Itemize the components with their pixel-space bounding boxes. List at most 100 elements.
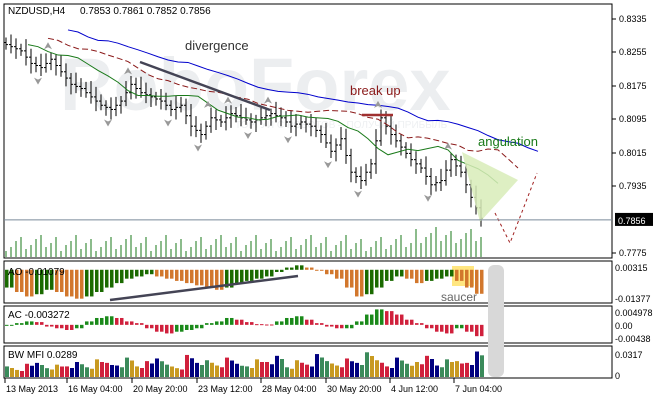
ao-bar: [250, 269, 254, 281]
ao-bar: [415, 269, 419, 284]
ao-bar: [450, 269, 454, 277]
ao-bar: [25, 269, 29, 297]
mfi-bar: [35, 362, 39, 377]
ao-bar: [315, 269, 319, 271]
mfi-bar: [425, 355, 429, 377]
ac-bar: [345, 324, 349, 329]
ao-bar: [30, 269, 34, 297]
ao-bar: [435, 269, 439, 279]
mfi-bar: [300, 362, 304, 377]
ac-bar: [95, 317, 99, 325]
date-tick-label: 30 May 20:00: [327, 384, 382, 394]
mfi-bar: [225, 357, 229, 377]
mfi-bar: [350, 361, 354, 377]
mfi-bar: [420, 364, 424, 377]
mfi-bar: [55, 364, 59, 377]
indicator-tick-label: 0.0317: [615, 350, 643, 360]
mfi-bar: [220, 367, 224, 377]
annotation-divergence: divergence: [185, 38, 249, 53]
ao-bar: [170, 269, 174, 279]
mfi-bar: [270, 364, 274, 377]
ao-bar: [215, 269, 219, 290]
mfi-bar: [305, 364, 309, 377]
mfi-bar: [340, 367, 344, 377]
mfi-bar: [410, 365, 414, 377]
ac-bar: [145, 324, 149, 329]
mfi-bar: [125, 357, 129, 377]
ac-bar: [75, 324, 79, 329]
ac-bar: [200, 324, 204, 329]
ac-bar: [425, 324, 429, 329]
ac-bar: [370, 314, 374, 325]
ao-bar: [5, 269, 9, 288]
ac-bar: [165, 324, 169, 334]
mfi-bar: [30, 365, 34, 377]
ac-bar: [70, 324, 74, 330]
price-tick-label: 0.8335: [619, 14, 647, 24]
angulation-triangle: [462, 152, 518, 222]
ao-bar: [20, 269, 24, 292]
ao-bar: [10, 269, 14, 288]
ao-bar: [225, 269, 229, 288]
fractal-up-icon: [374, 100, 382, 108]
ac-bar: [255, 324, 259, 326]
mfi-bar: [45, 368, 49, 377]
ac-bar: [230, 317, 234, 325]
ao-bar: [145, 269, 149, 275]
ao-bar: [330, 269, 334, 275]
price-tick-label: 0.8255: [619, 47, 647, 57]
ao-bar: [410, 269, 414, 279]
ao-bar: [475, 269, 479, 294]
mfi-bar: [435, 365, 439, 377]
ao-bar: [480, 269, 484, 294]
ao-bar: [190, 269, 194, 284]
ac-bar: [80, 324, 84, 329]
ao-bar: [80, 269, 84, 299]
mfi-bar: [20, 371, 24, 377]
price-tick-label: 0.7775: [619, 248, 647, 258]
mfi-bar: [105, 362, 109, 377]
ac-bar: [350, 324, 354, 329]
ao-bar: [445, 269, 449, 277]
mfi-bar: [385, 366, 389, 377]
fractal-up-icon: [124, 67, 132, 75]
mfi-bar: [355, 362, 359, 377]
ao-bar: [245, 269, 249, 281]
mfi-bar: [70, 368, 74, 377]
ac-bar: [30, 321, 34, 325]
ac-bar: [295, 316, 299, 325]
ao-bar: [180, 269, 184, 281]
mfi-bar: [365, 352, 369, 377]
mfi-bar: [40, 365, 44, 377]
ac-bar: [365, 314, 369, 325]
mfi-bar: [465, 362, 469, 377]
mfi-bar: [375, 360, 379, 377]
indicator-tick-label: 0.00: [615, 321, 633, 331]
ao-bar: [370, 269, 374, 295]
mfi-bar: [110, 365, 114, 377]
ac-bar: [435, 324, 439, 332]
ao-bar: [95, 269, 99, 292]
indicator-tick-label: 0.00315: [615, 263, 648, 273]
mfi-bar: [130, 360, 134, 377]
ao-bar: [155, 269, 159, 277]
scroll-marker: [488, 265, 504, 377]
ac-bar: [455, 324, 459, 329]
mfi-bar: [170, 366, 174, 377]
fractal-up-icon: [44, 42, 52, 50]
mfi-bar: [325, 361, 329, 377]
ao-bar: [50, 269, 54, 290]
mfi-bar: [155, 358, 159, 377]
date-tick-label: 28 May 04:00: [262, 384, 317, 394]
ao-bar: [455, 269, 459, 281]
ao-bar: [335, 269, 339, 279]
mfi-bar: [235, 363, 239, 377]
ac-bar: [85, 321, 89, 325]
ac-bar: [275, 321, 279, 325]
ac-bar: [410, 319, 414, 325]
mfi-bar: [250, 368, 254, 377]
date-tick-label: 23 May 12:00: [198, 384, 253, 394]
current-price-box: [615, 212, 653, 226]
ac-bar: [210, 323, 214, 325]
ao-bar: [90, 269, 94, 297]
